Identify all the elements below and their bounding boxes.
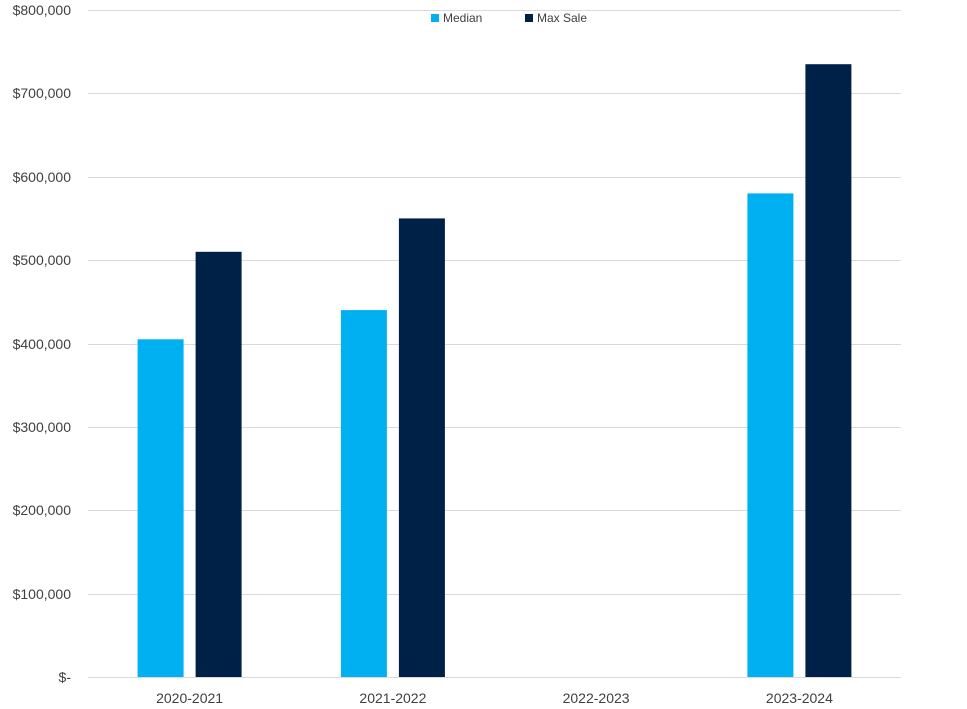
bars [137, 64, 852, 678]
bar-median [340, 310, 387, 677]
legend-swatch [431, 14, 439, 22]
y-tick-label: $500,000 [13, 252, 72, 268]
y-tick-label: $700,000 [13, 85, 72, 101]
bar-max-sale [805, 64, 852, 677]
x-tick-label: 2021-2022 [359, 690, 426, 706]
y-tick-label: $100,000 [13, 586, 72, 602]
x-tick-label: 2020-2021 [156, 690, 223, 706]
y-tick-label: $300,000 [13, 419, 72, 435]
y-tick-label: $800,000 [13, 2, 72, 18]
legend: Median Max Sale [431, 11, 587, 25]
bar-max-sale [195, 251, 242, 678]
legend-label: Median [443, 11, 482, 25]
bar-max-sale [398, 218, 445, 677]
y-tick-label: $- [59, 669, 72, 685]
x-axis-tick-labels: 2020-2021 2021-2022 2022-2023 2023-2024 [156, 690, 833, 706]
x-tick-label: 2022-2023 [563, 690, 630, 706]
y-tick-label: $400,000 [13, 336, 72, 352]
y-axis-tick-labels: $- $100,000 $200,000 $300,000 $400,000 $500,0… [13, 2, 72, 685]
y-tick-label: $200,000 [13, 502, 72, 518]
legend-swatch [525, 14, 533, 22]
bar-median [137, 339, 184, 677]
y-tick-label: $600,000 [13, 169, 72, 185]
bar-median [747, 193, 794, 677]
x-tick-label: 2023-2024 [766, 690, 833, 706]
legend-label: Max Sale [537, 11, 587, 25]
